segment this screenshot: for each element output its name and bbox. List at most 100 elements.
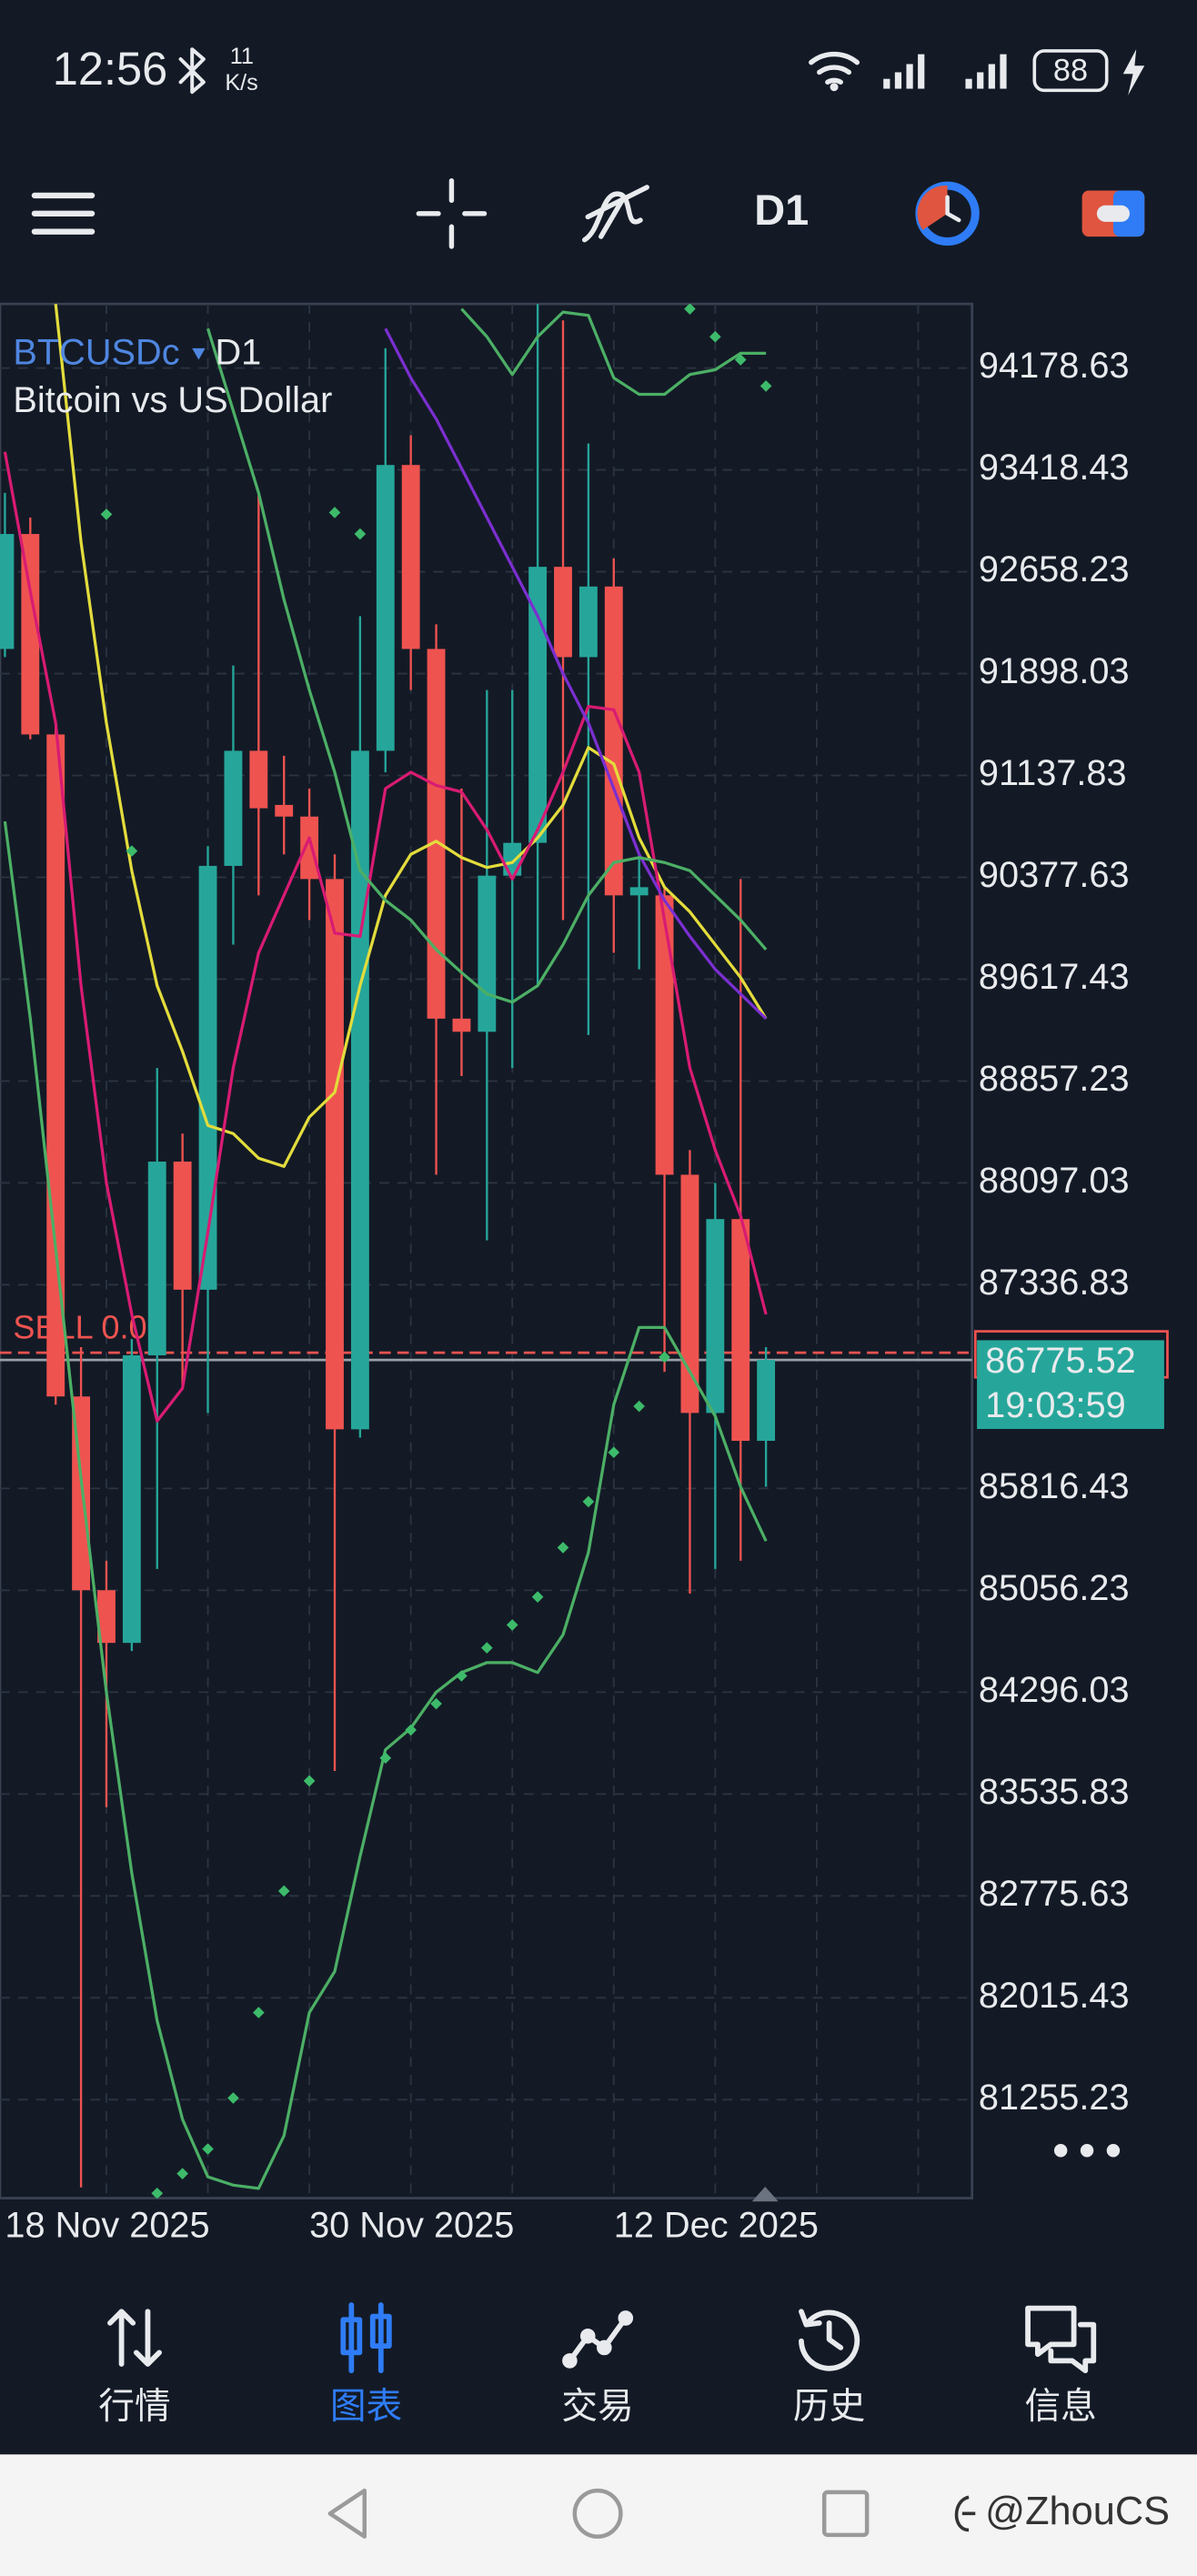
candle-body bbox=[376, 465, 395, 751]
x-tick-label: 18 Nov 2025 bbox=[5, 2206, 209, 2246]
candle-body bbox=[401, 465, 420, 649]
wifi-icon bbox=[809, 51, 860, 92]
candle-body bbox=[528, 567, 548, 843]
last-price-box bbox=[977, 1340, 1164, 1429]
recents-button[interactable] bbox=[821, 2490, 870, 2538]
axes: 94178.63 93418.43 92658.23 91898.03 91137.83… bbox=[5, 346, 1169, 2246]
y-tick-label: 91137.83 bbox=[979, 753, 1127, 793]
trade-button[interactable] bbox=[1081, 190, 1145, 237]
clock-button[interactable] bbox=[915, 181, 980, 247]
y-tick-label: 87336.83 bbox=[979, 1263, 1130, 1303]
sar-dot bbox=[506, 1619, 518, 1631]
scroll-marker[interactable] bbox=[751, 2186, 779, 2202]
candle-body bbox=[326, 879, 344, 1430]
candle-body bbox=[21, 534, 40, 735]
y-tick-label: 88857.23 bbox=[979, 1059, 1130, 1099]
nav-background bbox=[0, 2267, 1197, 2455]
sar-dot bbox=[582, 1495, 595, 1508]
nav-item[interactable]: 交易 bbox=[561, 2310, 634, 2426]
plot-area bbox=[0, 302, 974, 2199]
candle-body bbox=[757, 1360, 776, 1442]
bottom-nav: 行情 图表 交易 历史 信息 bbox=[0, 2267, 1197, 2455]
nav-item[interactable]: 信息 bbox=[1024, 2305, 1097, 2427]
order-lines: SELL 0.05 bbox=[0, 1308, 972, 1362]
menu-button[interactable] bbox=[31, 192, 96, 235]
sar-dot bbox=[430, 1697, 442, 1710]
indicator-line bbox=[206, 327, 768, 1004]
candle-body bbox=[97, 1590, 116, 1644]
indicators-button[interactable] bbox=[581, 185, 649, 243]
sar-dot bbox=[659, 1351, 670, 1363]
symbol-description: Bitcoin vs US Dollar bbox=[13, 380, 332, 420]
system-bar: @ZhouCS bbox=[0, 2454, 1197, 2576]
candle-body bbox=[0, 534, 15, 649]
indicator-line bbox=[54, 304, 768, 1168]
battery-level: 88 bbox=[1053, 54, 1088, 88]
y-tick-label: 82015.43 bbox=[979, 1976, 1130, 2016]
nav-icon bbox=[340, 2302, 392, 2374]
y-tick-label: 92658.23 bbox=[979, 549, 1130, 589]
candle-body bbox=[224, 750, 243, 866]
sar-dot bbox=[531, 1591, 544, 1603]
battery-icon bbox=[1032, 49, 1109, 93]
chart: SELL 0.05 94178.63 93418.43 92658.23 91898.… bbox=[0, 302, 1169, 2246]
home-button[interactable] bbox=[572, 2488, 623, 2539]
y-tick-label: 82775.63 bbox=[979, 1874, 1130, 1914]
candle-body bbox=[300, 816, 319, 880]
sar-dot bbox=[405, 1724, 417, 1736]
candle-body bbox=[173, 1162, 192, 1290]
indicator-line bbox=[460, 307, 767, 397]
sar-dot bbox=[684, 304, 696, 315]
nav-item[interactable]: 历史 bbox=[793, 2309, 865, 2426]
y-tick-label: 85816.43 bbox=[979, 1466, 1130, 1506]
candle-body bbox=[46, 734, 65, 1397]
sar-dot bbox=[303, 1775, 316, 1787]
y-tick-label: 93418.43 bbox=[979, 448, 1130, 488]
last-price-label: 86775.52 bbox=[985, 1341, 1136, 1381]
symbol-dropdown[interactable] bbox=[192, 347, 206, 360]
candle-body bbox=[655, 895, 674, 1175]
candle-body bbox=[554, 567, 572, 658]
candles bbox=[0, 304, 776, 2188]
bluetooth-icon bbox=[178, 47, 206, 95]
candle-body bbox=[578, 586, 598, 658]
y-tick-label: 84296.03 bbox=[979, 1670, 1130, 1710]
nav-icon bbox=[107, 2309, 162, 2367]
sar-dot bbox=[633, 1400, 645, 1413]
x-tick-label: 12 Dec 2025 bbox=[614, 2206, 819, 2246]
nav-item[interactable]: 图表 bbox=[330, 2302, 402, 2426]
nav-label: 图表 bbox=[330, 2386, 402, 2426]
y-tick-label: 85056.23 bbox=[979, 1568, 1130, 1608]
candle-body bbox=[275, 804, 294, 817]
timeframe-button[interactable]: D1 bbox=[754, 186, 809, 234]
net-speed: 11 bbox=[230, 44, 254, 69]
symbol[interactable]: BTCUSDc bbox=[13, 333, 179, 373]
nav-icon bbox=[799, 2309, 860, 2371]
chart-timeframe: D1 bbox=[215, 333, 261, 373]
sar-dot bbox=[253, 2007, 265, 2018]
indicator-line bbox=[3, 820, 768, 2190]
back-button[interactable] bbox=[327, 2488, 367, 2539]
candle-body bbox=[452, 1018, 471, 1032]
watermark: @ZhouCS bbox=[985, 2490, 1170, 2533]
nav-label: 信息 bbox=[1024, 2386, 1096, 2426]
nav-icon bbox=[1025, 2305, 1097, 2374]
nav-label: 交易 bbox=[561, 2386, 633, 2426]
y-tick-label: 83535.83 bbox=[979, 1772, 1130, 1812]
chart-header: BTCUSDc D1 Bitcoin vs US Dollar bbox=[13, 333, 332, 420]
y-tick-label: 91898.03 bbox=[979, 651, 1130, 691]
net-unit: K/s bbox=[225, 70, 258, 96]
nav-label: 历史 bbox=[793, 2386, 865, 2426]
crosshair-button[interactable] bbox=[416, 177, 488, 249]
y-tick-label: 88097.03 bbox=[979, 1161, 1130, 1201]
nav-label: 行情 bbox=[98, 2386, 170, 2426]
watermark-logo bbox=[954, 2495, 976, 2532]
y-tick-label: 94178.63 bbox=[979, 346, 1130, 386]
nav-item[interactable]: 行情 bbox=[98, 2309, 171, 2426]
y-tick-label: 81255.23 bbox=[979, 2078, 1130, 2118]
more-button[interactable] bbox=[1053, 2143, 1121, 2158]
sar-dot bbox=[227, 2092, 239, 2104]
